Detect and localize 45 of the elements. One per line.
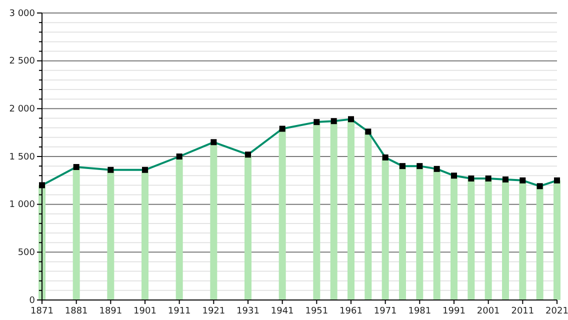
x-tick-label: 1991 — [442, 306, 466, 316]
x-tick-label: 2021 — [546, 306, 568, 316]
x-tick-label: 1931 — [236, 306, 260, 316]
bar — [210, 142, 218, 300]
x-tick-label: 1891 — [99, 306, 122, 316]
y-tick-label: 2 000 — [9, 104, 36, 115]
x-tick-label: 2011 — [511, 306, 534, 316]
x-tick-label: 1921 — [202, 306, 226, 316]
bar — [468, 178, 475, 300]
bar — [176, 156, 183, 300]
x-tick-label: 1871 — [30, 306, 54, 316]
x-tick-label: 2001 — [476, 306, 500, 316]
bar — [433, 168, 440, 300]
bar — [72, 167, 80, 300]
bar — [364, 132, 372, 300]
bar — [502, 179, 509, 300]
bar — [519, 180, 526, 300]
bar — [330, 121, 338, 300]
bar — [536, 186, 544, 300]
bar — [107, 170, 114, 300]
bar — [554, 180, 560, 300]
x-tick-label: 1941 — [270, 306, 294, 316]
y-tick-label: 2 500 — [9, 56, 36, 67]
x-tick-label: 1911 — [168, 306, 191, 316]
bar — [278, 128, 286, 300]
x-tick-label: 1881 — [64, 306, 88, 316]
bar — [416, 166, 424, 300]
x-tick-label: 1961 — [340, 306, 362, 316]
bar — [142, 170, 148, 300]
y-tick-label: 500 — [18, 248, 36, 258]
bar — [484, 178, 492, 300]
y-tick-label: 3 000 — [9, 8, 36, 19]
y-tick-label: 0 — [29, 296, 36, 306]
bar — [348, 119, 354, 300]
bar — [450, 176, 458, 300]
bar — [382, 157, 389, 300]
x-tick-label: 1951 — [305, 306, 328, 316]
bar — [399, 166, 406, 300]
y-tick-label: 1 500 — [9, 152, 36, 162]
x-tick-label: 1981 — [408, 306, 432, 316]
bar — [313, 122, 320, 300]
bar — [244, 154, 252, 300]
y-tick-label: 1 000 — [9, 200, 36, 210]
x-tick-label: 1901 — [134, 306, 156, 316]
x-tick-label: 1971 — [374, 306, 397, 316]
